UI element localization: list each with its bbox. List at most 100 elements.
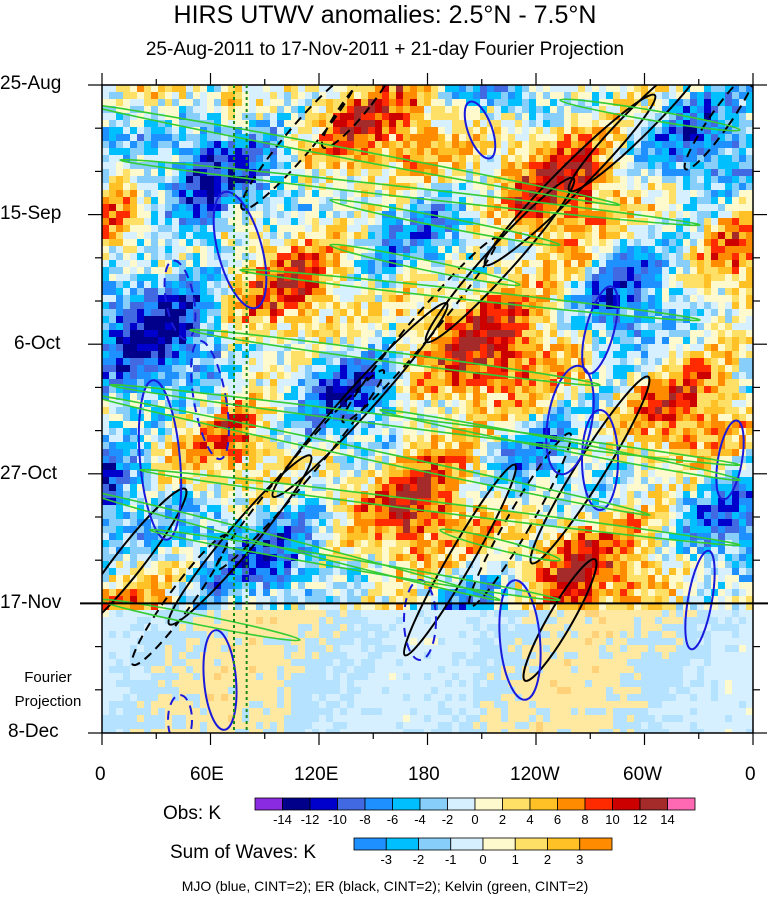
heatmap-cell (718, 190, 725, 197)
heatmap-cell (599, 106, 606, 113)
heatmap-cell (354, 372, 361, 379)
heatmap-cell (494, 197, 501, 204)
heatmap-cell (536, 134, 543, 141)
heatmap-cell (291, 190, 298, 197)
heatmap-cell (522, 190, 529, 197)
heatmap-cell (487, 106, 494, 113)
heatmap-cell (396, 379, 403, 386)
heatmap-cell (564, 372, 571, 379)
heatmap-cell (473, 330, 480, 337)
heatmap-cell (571, 253, 578, 260)
heatmap-cell (375, 323, 382, 330)
heatmap-cell (627, 92, 634, 99)
heatmap-cell (249, 134, 256, 141)
heatmap-cell (116, 421, 123, 428)
heatmap-cell (172, 127, 179, 134)
heatmap-cell (543, 267, 550, 274)
heatmap-cell (123, 204, 130, 211)
heatmap-cell (690, 113, 697, 120)
heatmap-cell (550, 134, 557, 141)
heatmap-cell (606, 211, 613, 218)
heatmap-cell (620, 106, 627, 113)
heatmap-cell (424, 386, 431, 393)
heatmap-cell (200, 239, 207, 246)
heatmap-cell (494, 358, 501, 365)
heatmap-cell (249, 316, 256, 323)
heatmap-cell (627, 183, 634, 190)
heatmap-cell (340, 330, 347, 337)
heatmap-cell (529, 323, 536, 330)
heatmap-cell (578, 309, 585, 316)
heatmap-cell (144, 358, 151, 365)
heatmap-cell (165, 253, 172, 260)
heatmap-cell (256, 92, 263, 99)
heatmap-cell (277, 92, 284, 99)
heatmap-cell (592, 414, 599, 421)
heatmap-cell (249, 407, 256, 414)
heatmap-cell (326, 365, 333, 372)
heatmap-cell (501, 288, 508, 295)
heatmap-cell (263, 351, 270, 358)
heatmap-cell (375, 197, 382, 204)
heatmap-cell (102, 449, 109, 456)
heatmap-cell (151, 162, 158, 169)
heatmap-cell (704, 218, 711, 225)
heatmap-cell (606, 428, 613, 435)
heatmap-cell (165, 141, 172, 148)
heatmap-cell (200, 372, 207, 379)
heatmap-cell (137, 176, 144, 183)
heatmap-cell (704, 134, 711, 141)
heatmap-cell (340, 85, 347, 92)
heatmap-cell (725, 148, 732, 155)
heatmap-cell (382, 428, 389, 435)
heatmap-cell (221, 344, 228, 351)
heatmap-cell (228, 456, 235, 463)
heatmap-cell (172, 246, 179, 253)
heatmap-cell (221, 309, 228, 316)
heatmap-cell (662, 204, 669, 211)
heatmap-cell (424, 99, 431, 106)
heatmap-cell (683, 106, 690, 113)
heatmap-cell (473, 281, 480, 288)
heatmap-cell (137, 232, 144, 239)
heatmap-cell (214, 309, 221, 316)
heatmap-cell (375, 428, 382, 435)
heatmap-cell (340, 365, 347, 372)
heatmap-cell (193, 113, 200, 120)
heatmap-cell (473, 407, 480, 414)
heatmap-cell (473, 92, 480, 99)
heatmap-cell (256, 421, 263, 428)
heatmap-cell (263, 323, 270, 330)
heatmap-cell (333, 323, 340, 330)
heatmap-cell (732, 267, 739, 274)
heatmap-cell (683, 141, 690, 148)
heatmap-cell (480, 204, 487, 211)
heatmap-cell (165, 323, 172, 330)
heatmap-cell (298, 274, 305, 281)
heatmap-cell (410, 113, 417, 120)
heatmap-cell (578, 232, 585, 239)
heatmap-cell (116, 106, 123, 113)
heatmap-cell (389, 393, 396, 400)
heatmap-cell (648, 316, 655, 323)
heatmap-cell (137, 309, 144, 316)
heatmap-cell (473, 316, 480, 323)
heatmap-cell (585, 449, 592, 456)
heatmap-cell (277, 99, 284, 106)
heatmap-cell (221, 225, 228, 232)
heatmap-cell (662, 372, 669, 379)
heatmap-cell (522, 400, 529, 407)
heatmap-cell (550, 190, 557, 197)
heatmap-cell (438, 442, 445, 449)
heatmap-cell (732, 295, 739, 302)
heatmap-cell (550, 365, 557, 372)
heatmap-cell (494, 288, 501, 295)
heatmap-cell (214, 400, 221, 407)
heatmap-cell (508, 274, 515, 281)
heatmap-cell (333, 428, 340, 435)
heatmap-cell (732, 442, 739, 449)
heatmap-cell (648, 309, 655, 316)
heatmap-cell (249, 330, 256, 337)
heatmap-cell (529, 155, 536, 162)
heatmap-cell (165, 337, 172, 344)
